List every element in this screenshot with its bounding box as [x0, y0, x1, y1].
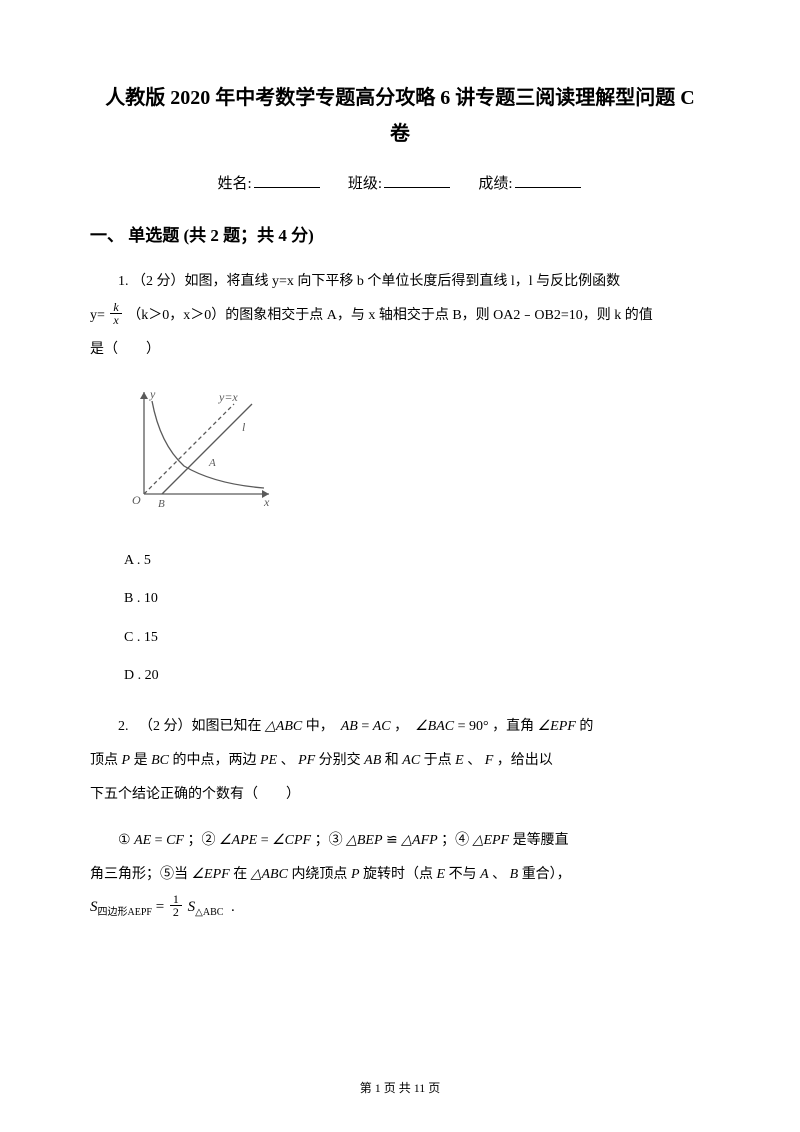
formula-left-sub: 四边形AEPF	[98, 907, 152, 918]
q1-option-b[interactable]: B . 10	[124, 581, 710, 617]
q1-stem-line2: y= k x （k＞0，x＞0）的图象相交于点 A，与 x 轴相交于点 B，则 …	[90, 302, 710, 330]
info-line: 姓名: 班级: 成绩:	[90, 172, 710, 193]
q2-stem-line5: 角三角形；⑤当 ∠EPF 在 △ABC 内绕顶点 P 旋转时（点 E 不与 A …	[90, 861, 710, 889]
q1-fraction: k x	[110, 301, 121, 326]
q1-stem-line1: 1. （2 分）如图，将直线 y=x 向下平移 b 个单位长度后得到直线 l，l…	[90, 268, 710, 296]
q1-option-a[interactable]: A . 5	[124, 543, 710, 579]
graph-A-label: A	[208, 457, 216, 469]
title-line-2: 卷	[390, 123, 410, 145]
formula-right-sub: △ABC	[195, 907, 223, 918]
title-line-1: 人教版 2020 年中考数学专题高分攻略 6 讲专题三阅读理解型问题 C	[105, 87, 694, 109]
formula-frac-num: 1	[170, 893, 182, 906]
q1-options: A . 5 B . 10 C . 15 D . 20	[124, 543, 710, 695]
graph-B-label: B	[158, 498, 165, 510]
name-label: 姓名:	[217, 176, 251, 192]
q1-stem-line3: 是（ ）	[90, 336, 710, 364]
page-footer: 第 1 页 共 11 页	[0, 1079, 800, 1096]
q1-option-d[interactable]: D . 20	[124, 658, 710, 694]
q2-stem-line1: 2. （2 分）如图已知在 △ABC 中， AB = AC ， ∠BAC = 9…	[90, 713, 710, 741]
score-label: 成绩:	[478, 176, 512, 192]
q1-frac-den: x	[110, 314, 121, 326]
score-blank[interactable]	[515, 174, 581, 188]
q1-y-equals: y=	[90, 308, 108, 323]
class-label: 班级:	[348, 176, 382, 192]
section-1-heading: 一、 单选题 (共 2 题；共 4 分)	[90, 221, 710, 246]
q2-stem-line3: 下五个结论正确的个数有（ ）	[90, 781, 710, 809]
formula-frac: 1 2	[170, 893, 182, 918]
page-title: 人教版 2020 年中考数学专题高分攻略 6 讲专题三阅读理解型问题 C 卷	[90, 80, 710, 152]
q2-formula: S四边形AEPF = 1 2 S△ABC .	[90, 895, 710, 920]
graph-O-label: O	[132, 493, 141, 507]
graph-yx-label: y=x	[218, 390, 238, 404]
graph-x-label: x	[263, 495, 270, 509]
class-blank[interactable]	[384, 174, 450, 188]
graph-l-label: l	[242, 420, 246, 434]
formula-frac-den: 2	[170, 906, 182, 918]
q1-graph: y y=x l O A B x	[124, 384, 710, 519]
q1-stem-suffix: （k＞0，x＞0）的图象相交于点 A，与 x 轴相交于点 B，则 OA2﹣OB2…	[127, 308, 653, 323]
q1-option-c[interactable]: C . 15	[124, 620, 710, 656]
q2-stem-line2: 顶点 P 是 BC 的中点，两边 PE 、 PF 分别交 AB 和 AC 于点 …	[90, 747, 710, 775]
graph-y-label: y	[149, 387, 156, 401]
q2-stem-line4: ① AE = CF ；② ∠APE = ∠CPF ；③ △BEP ≌ △AFP …	[90, 827, 710, 855]
name-blank[interactable]	[254, 174, 320, 188]
